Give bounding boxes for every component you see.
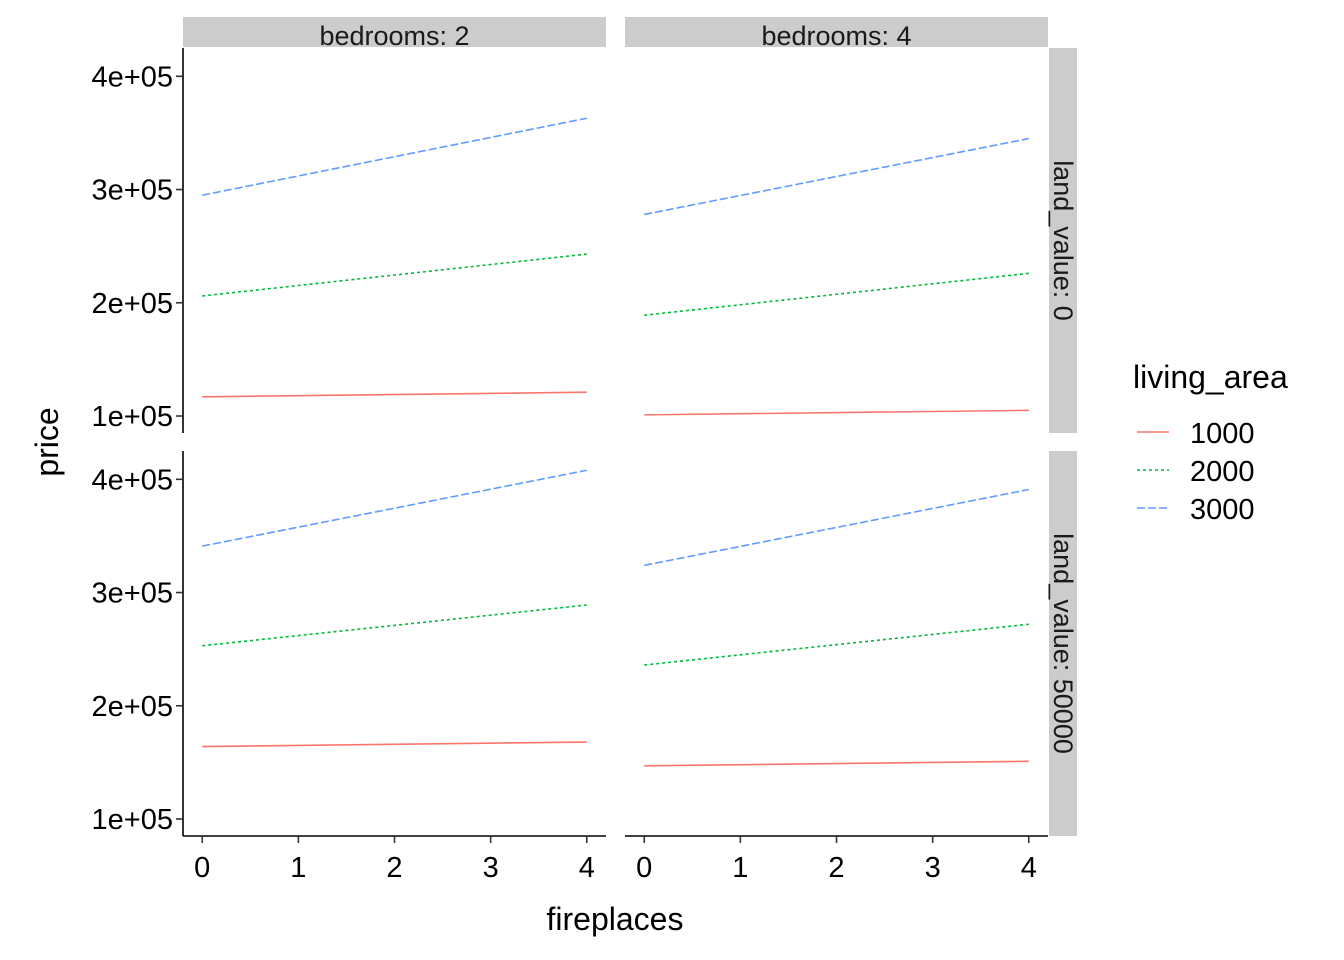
x-tick-label: 3	[483, 852, 499, 884]
legend-label: 3000	[1190, 494, 1255, 526]
x-tick-label: 1	[290, 852, 306, 884]
y-tick-label: 2e+05	[92, 691, 173, 723]
y-tick-label: 4e+05	[92, 464, 173, 496]
x-tick-label: 0	[636, 852, 652, 884]
x-tick-label: 4	[1021, 852, 1037, 884]
x-tick-label: 2	[386, 852, 402, 884]
series-line-2000	[644, 623, 1029, 666]
legend: living_area 1000 2000 3000	[1133, 359, 1288, 526]
legend-label: 2000	[1190, 456, 1255, 488]
y-tick-label: 2e+05	[92, 288, 173, 320]
facet-strip-top-label: bedrooms: 2	[319, 21, 469, 51]
facet-strip-right-label: land_value: 50000	[1048, 533, 1078, 754]
y-tick-label: 4e+05	[92, 61, 173, 93]
facet-strip-top	[625, 17, 1048, 47]
x-tick-label: 4	[579, 852, 595, 884]
facet-strip-top	[183, 17, 606, 47]
x-tick-label: 3	[925, 852, 941, 884]
x-tick-label: 2	[828, 852, 844, 884]
series-line-3000	[644, 488, 1029, 567]
series-line-2000	[202, 253, 587, 297]
series-line-1000	[202, 391, 587, 398]
y-axis-title: price	[29, 407, 65, 476]
axes: 1e+05 2e+05 3e+05 4e+05 1e+05 2e+05 3e+05 4e+05…	[92, 48, 1048, 884]
x-tick-label: 0	[194, 852, 210, 884]
legend-title: living_area	[1133, 359, 1288, 395]
y-tick-label: 3e+05	[92, 578, 173, 610]
y-tick-label: 1e+05	[92, 401, 173, 433]
x-axis-title: fireplaces	[547, 901, 684, 937]
series-line-3000	[202, 469, 587, 547]
facet-strip-right-label: land_value: 0	[1048, 160, 1078, 321]
panels: bedrooms: 2 bedrooms: 4 land_value: 0 land_…	[183, 17, 1078, 836]
series-line-1000	[644, 760, 1029, 767]
series-line-3000	[202, 117, 587, 196]
series-line-2000	[644, 272, 1029, 317]
y-tick-label: 1e+05	[92, 804, 173, 836]
x-tick-label: 1	[732, 852, 748, 884]
facet-strip-top-label: bedrooms: 4	[761, 21, 911, 51]
facet-strip-right	[1049, 48, 1077, 433]
y-tick-label: 3e+05	[92, 175, 173, 207]
series-line-2000	[202, 604, 587, 647]
facet-strip-right	[1049, 451, 1077, 836]
series-line-1000	[202, 741, 587, 748]
legend-label: 1000	[1190, 418, 1255, 450]
series-line-3000	[644, 137, 1029, 216]
series-line-1000	[644, 409, 1029, 416]
